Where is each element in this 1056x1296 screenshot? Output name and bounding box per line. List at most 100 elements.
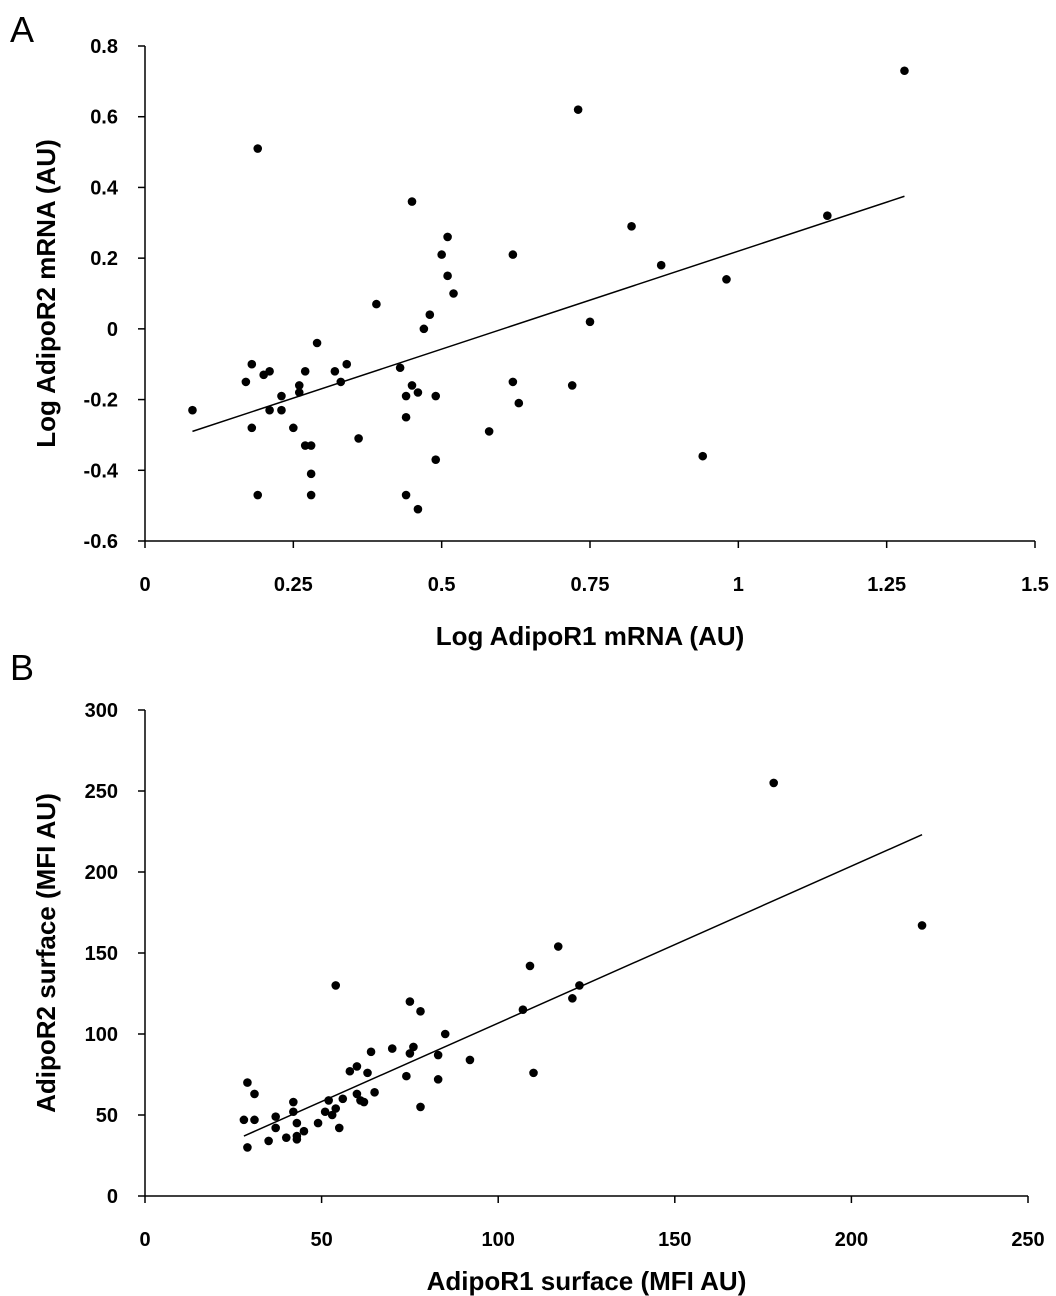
panel-a-data-point [722,275,731,284]
panel-a-x-axis-title: Log AdipoR1 mRNA (AU) [436,621,745,651]
panel-b-data-point [271,1123,280,1133]
panel-a-data-point [573,105,583,114]
panel-b-y-tick-label: 150 [85,943,118,965]
panel-b-letter: B [10,647,34,688]
panel-a-data-point [425,310,435,320]
panel-a-data-point [342,359,352,369]
panel-a-data-point [312,338,322,348]
panel-b-data-point [281,1133,291,1142]
panel-a-data-point [277,405,286,415]
panel-b-data-point [345,1066,355,1076]
panel-b-data-point [352,1089,362,1099]
panel-b-x-axis-title: AdipoR1 surface (MFI AU) [427,1266,747,1296]
panel-a-data-point [443,232,452,242]
panel-a-y-tick-label: 0 [107,319,118,341]
panel-a-data-point [567,381,577,390]
panel-b-data-point [433,1050,443,1060]
panel-a-data-point [437,250,446,259]
panel-a-data-point [431,455,441,464]
panel-b-data-point [440,1029,450,1039]
panel-b-data-point [405,1049,415,1058]
panel-a-data-point [401,391,411,401]
panel-b-data-point [387,1044,397,1053]
panel-b-data-point [264,1136,273,1146]
panel-a-data-point [401,490,411,500]
panel-b-data-point [250,1115,259,1125]
panel-a-data-point [413,388,423,397]
panel-b-y-tick-label: 100 [85,1024,118,1046]
panel-a-data-point [419,324,429,334]
panel-a-data-point [265,366,274,376]
panel-a-data-point [900,66,909,76]
panel-b-data-point [370,1088,379,1097]
panel-b-data-point [292,1135,302,1144]
panel-a-data-point [306,490,316,500]
panel-a-points [188,66,909,514]
panel-b-data-point [553,942,563,951]
panel-a-data-point [395,363,405,373]
panel-b-x-tick-label: 0 [139,1229,150,1251]
panel-b-data-point [334,1123,344,1133]
panel-a-y-tick-label: -0.6 [84,531,118,553]
panel-a-x-tick-label: 1 [733,574,744,596]
panel-a-scatter-chart: A 0 0.25 0.5 0.75 1 1.25 1.5 -0.6 -0.4 -0.2 0 0.2 0.… [10,9,1049,651]
panel-a-x-tick-label: 0.5 [428,574,456,596]
panel-b-y-axis-title: AdipoR2 surface (MFI AU) [31,793,61,1113]
panel-b-y-tick-label: 300 [85,700,118,722]
panel-a-data-point [484,427,494,436]
panel-a-data-point [514,398,524,408]
panel-a-data-point [508,377,518,387]
panel-a-data-point [336,377,346,387]
panel-b-data-point [313,1118,323,1128]
panel-b-data-point [465,1055,475,1065]
panel-a-data-point [247,423,257,433]
panel-a-data-point [443,271,452,281]
panel-b-data-point [416,1007,425,1016]
panel-a-data-point [407,197,417,206]
panel-b-x-tick-label: 50 [310,1229,332,1251]
panel-a-data-point [294,381,304,390]
panel-b-x-tick-label: 150 [658,1229,691,1251]
panel-a-data-point [627,222,636,231]
panel-b-data-point [359,1097,369,1107]
panel-a-y-tick-label: 0.2 [90,248,118,270]
panel-b-data-point [324,1096,333,1105]
panel-a-data-point [294,388,304,397]
panel-b-data-point [320,1107,330,1117]
panel-a-ticks: 0 0.25 0.5 0.75 1 1.25 1.5 -0.6 -0.4 -0.2 0 0.2 0.4 0… [84,36,1049,596]
panel-a-x-tick-label: 0.25 [274,574,313,596]
panel-b-data-point [271,1112,280,1121]
panel-a-data-point [289,423,298,433]
panel-b-data-point [243,1078,252,1087]
panel-b-data-point [568,994,577,1003]
panel-b-y-tick-label: 200 [85,862,118,884]
panel-a-data-point [330,366,340,376]
panel-a-y-tick-label: 0.6 [90,107,118,129]
panel-b-data-point [416,1102,425,1112]
panel-b-data-point [405,997,415,1006]
panel-a-data-point [656,260,666,270]
panel-b-x-tick-label: 200 [835,1229,868,1251]
panel-a-data-point [247,359,257,369]
panel-b-data-point [250,1089,259,1099]
panel-a-data-point [188,405,197,415]
panel-a-data-point [698,451,708,461]
panel-b-ticks: 0 50 100 150 200 250 0 50 100 150 200 250 300 [85,700,1045,1251]
panel-a-data-point [306,469,316,479]
panel-a-data-point [354,434,363,443]
panel-b-data-point [239,1115,249,1125]
panel-b-data-point [289,1107,298,1117]
panel-a-data-point [277,391,286,401]
panel-a-x-tick-label: 0 [139,574,150,596]
panel-b-data-point [292,1118,302,1128]
panel-a-data-point [306,441,316,450]
panel-b-data-point [243,1143,252,1152]
panel-b-x-tick-label: 250 [1011,1229,1044,1251]
panel-b-y-tick-label: 0 [107,1186,118,1208]
panel-a-y-axis-title: Log AdipoR2 mRNA (AU) [31,139,61,448]
panel-b-data-point [289,1097,298,1107]
panel-a-y-tick-label: 0.4 [90,177,119,199]
panel-b-axes [144,710,1028,1197]
panel-b-data-point [433,1075,443,1084]
panel-b-data-point [409,1042,418,1052]
